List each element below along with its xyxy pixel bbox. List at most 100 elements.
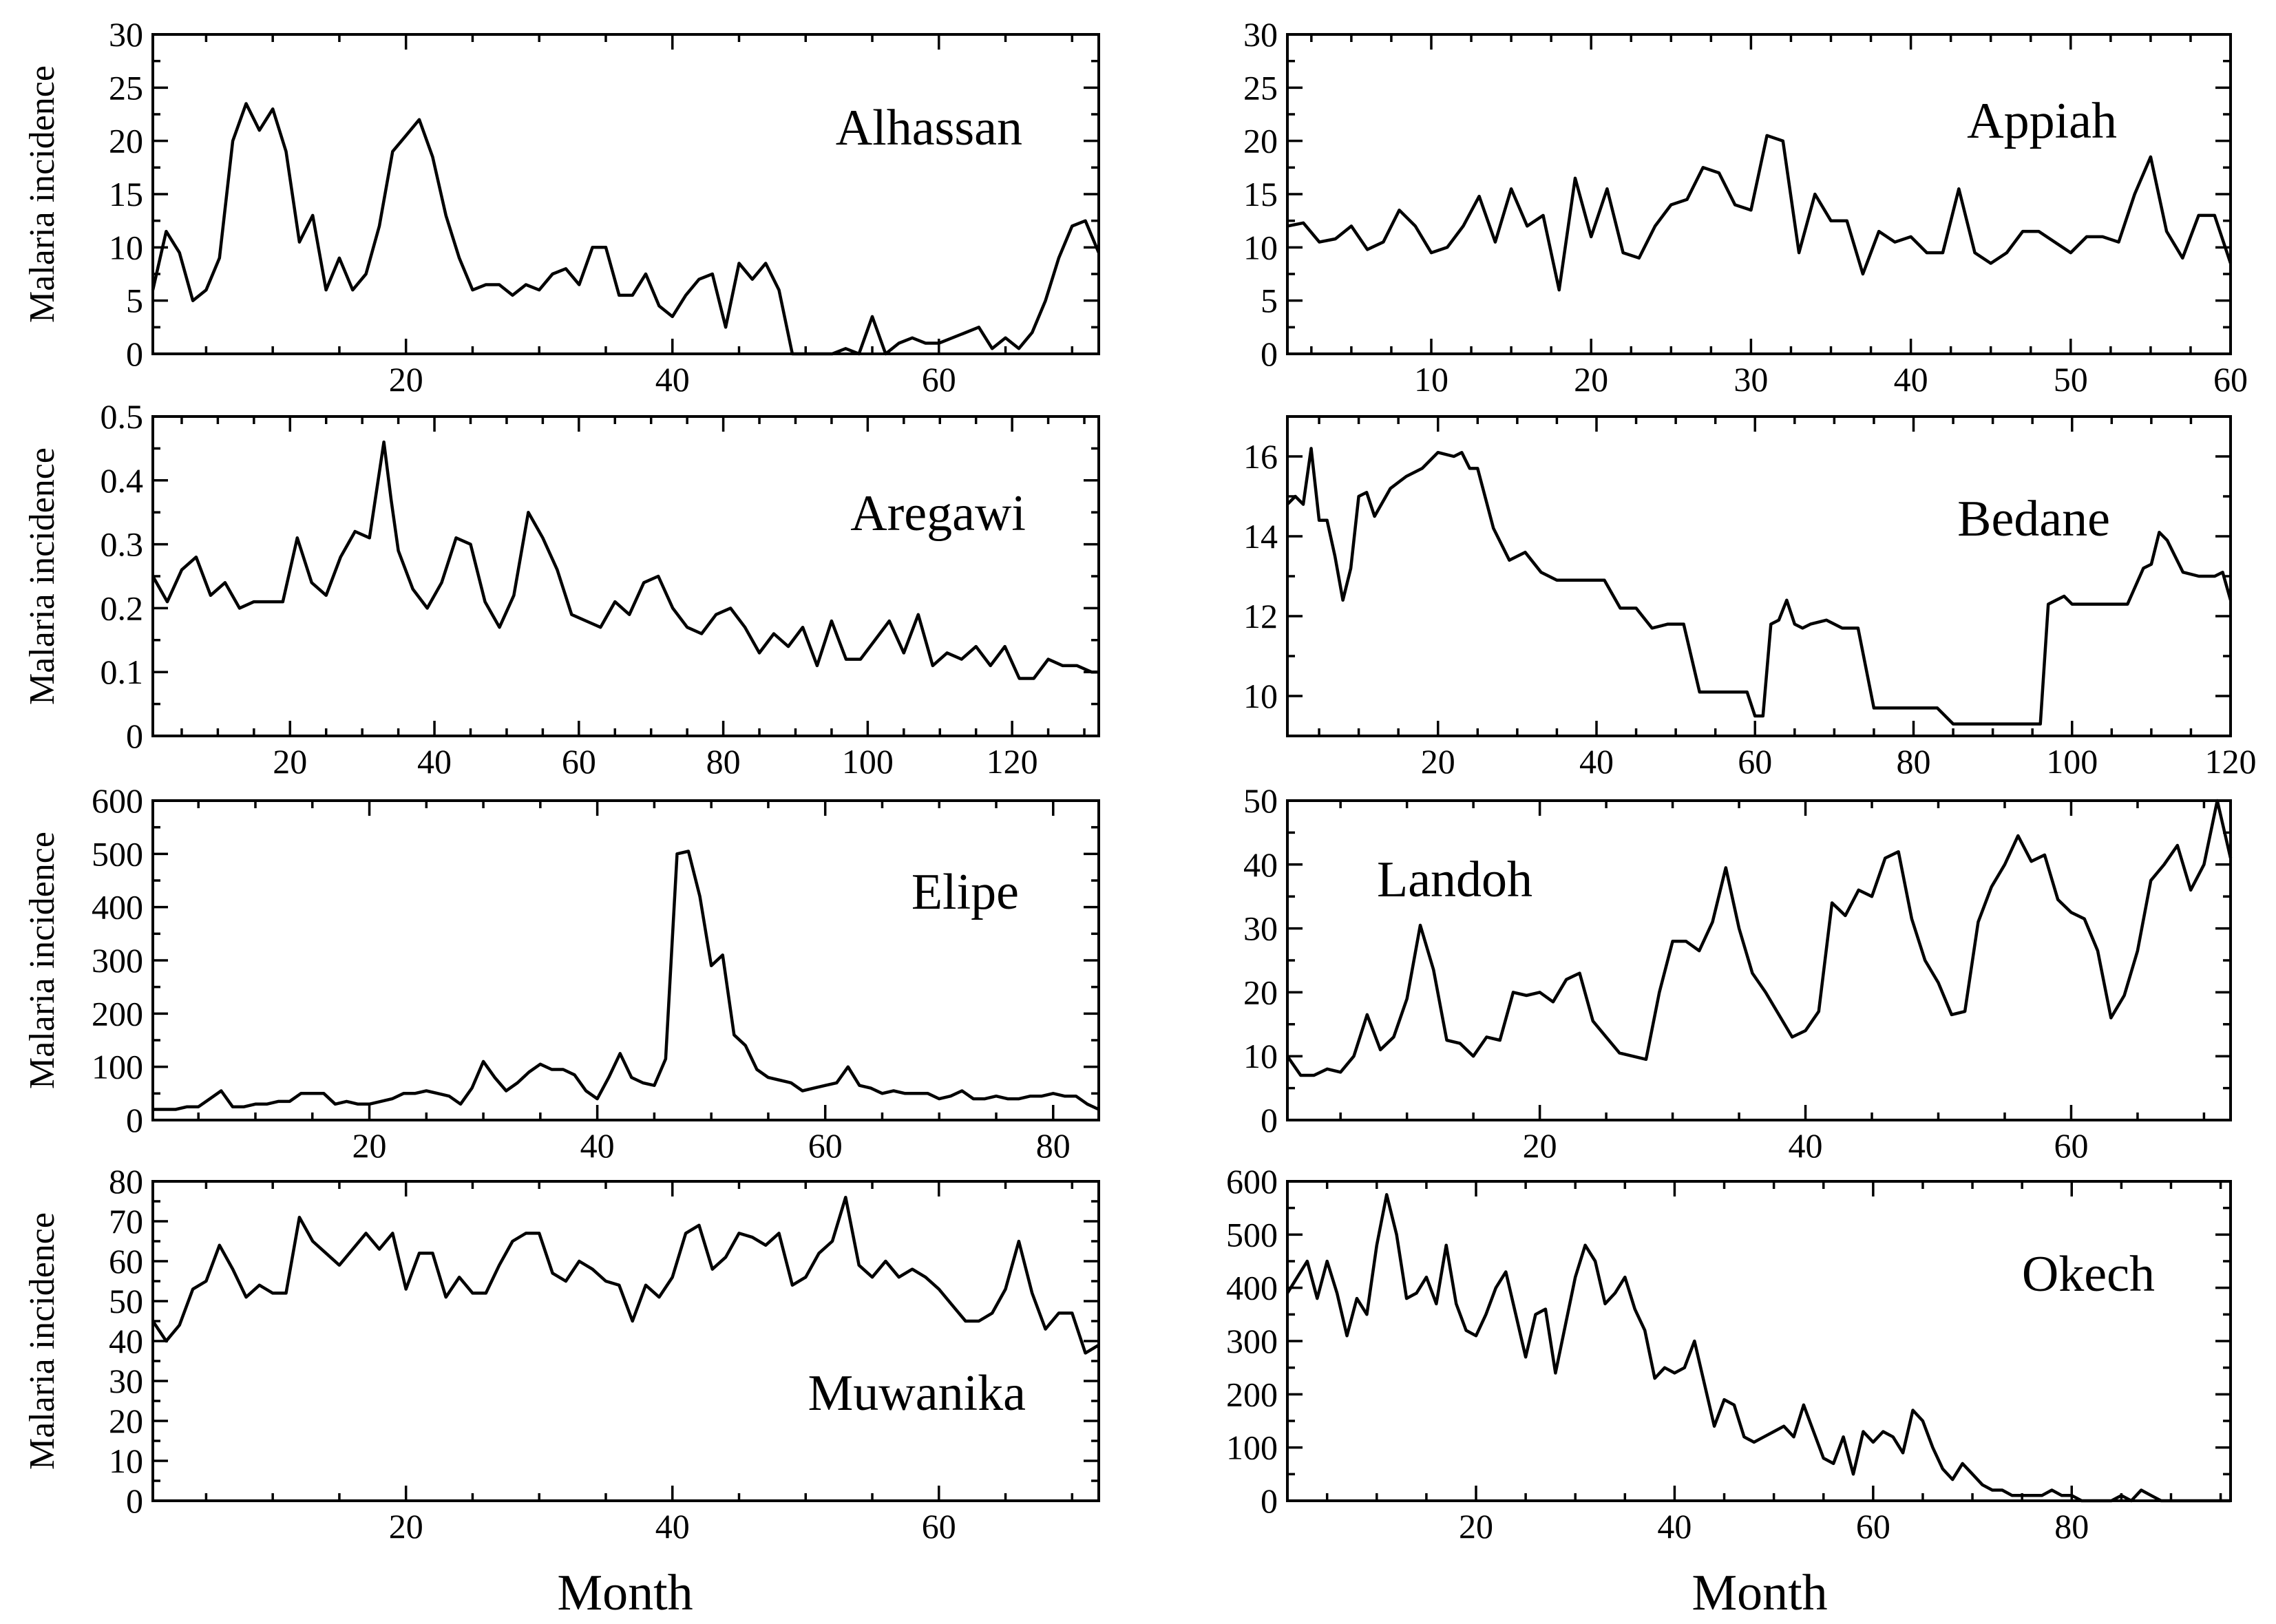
series-line-elipe xyxy=(153,850,1099,1111)
y-tick-label-appiah: 20 xyxy=(1243,122,1278,160)
series-line-okech xyxy=(1286,1193,2231,1503)
y-tick-label-muwanika: 50 xyxy=(109,1282,143,1320)
y-tick-label-alhassan: 25 xyxy=(109,68,143,107)
y-tick-label-alhassan: 30 xyxy=(109,15,143,54)
y-tick-label-muwanika: 20 xyxy=(109,1402,143,1440)
x-tick-label-aregawi: 60 xyxy=(562,742,596,781)
panel-title-landoh: Landoh xyxy=(1377,852,1532,908)
y-tick-label-alhassan: 20 xyxy=(109,122,143,160)
x-tick-label-aregawi: 40 xyxy=(417,742,452,781)
y-tick-label-landoh: 0 xyxy=(1261,1101,1278,1139)
plot-frame-elipe xyxy=(151,799,1100,1121)
x-axis-label-right: Month xyxy=(1692,1565,1827,1621)
x-tick-label-bedane: 60 xyxy=(1738,742,1772,781)
y-tick-label-aregawi: 0.5 xyxy=(101,397,144,436)
panel-title-elipe: Elipe xyxy=(912,864,1019,920)
x-tick-label-landoh: 40 xyxy=(1789,1126,1823,1165)
series-line-bedane xyxy=(1286,447,2233,726)
y-tick-label-okech: 500 xyxy=(1226,1215,1278,1254)
y-tick-label-appiah: 10 xyxy=(1243,228,1278,266)
x-tick-label-landoh: 60 xyxy=(2054,1126,2088,1165)
plot-frame-alhassan xyxy=(151,33,1100,355)
panel-bedane: 10 12 14 16 20 40 60 80 100 120 Bedane xyxy=(1243,415,2257,781)
y-tick-label-okech: 400 xyxy=(1226,1269,1278,1307)
y-tick-label-landoh: 30 xyxy=(1243,909,1278,948)
y-axis-label-alhassan: Malaria incidence xyxy=(23,65,62,323)
plot-frame-appiah xyxy=(1286,33,2232,355)
y-tick-label-landoh: 50 xyxy=(1243,781,1278,820)
x-tick-label-aregawi: 80 xyxy=(706,742,741,781)
panel-title-appiah: Appiah xyxy=(1967,93,2117,149)
plot-frame-landoh xyxy=(1286,799,2232,1121)
y-tick-label-muwanika: 0 xyxy=(126,1481,143,1520)
y-tick-label-landoh: 40 xyxy=(1243,845,1278,884)
panel-appiah: 0 5 10 15 20 25 30 10 20 30 40 50 60 Appiah xyxy=(1243,15,2248,399)
y-axis-label-muwanika: Malaria incidence xyxy=(23,1212,62,1470)
y-tick-label-aregawi: 0.1 xyxy=(101,653,144,691)
y-tick-label-okech: 0 xyxy=(1261,1481,1278,1520)
x-tick-label-bedane: 20 xyxy=(1421,742,1455,781)
y-tick-label-aregawi: 0.4 xyxy=(101,461,144,500)
x-tick-label-alhassan: 20 xyxy=(389,360,423,399)
x-tick-label-bedane: 40 xyxy=(1579,742,1614,781)
y-axis-label-aregawi: Malaria incidence xyxy=(23,447,62,705)
panel-title-okech: Okech xyxy=(2022,1246,2155,1303)
y-tick-label-muwanika: 70 xyxy=(109,1202,143,1241)
x-tick-label-bedane: 80 xyxy=(1896,742,1930,781)
x-tick-label-aregawi: 20 xyxy=(273,742,307,781)
plot-frame-muwanika xyxy=(151,1180,1100,1502)
y-tick-label-alhassan: 5 xyxy=(126,282,143,320)
x-tick-label-appiah: 30 xyxy=(1734,360,1768,399)
x-tick-label-aregawi: 100 xyxy=(842,742,894,781)
y-tick-label-aregawi: 0.2 xyxy=(101,589,144,627)
y-tick-label-appiah: 0 xyxy=(1261,335,1278,373)
y-tick-label-alhassan: 0 xyxy=(126,335,143,373)
x-tick-label-muwanika: 40 xyxy=(655,1507,690,1546)
y-tick-label-appiah: 30 xyxy=(1243,15,1278,54)
series-line-appiah xyxy=(1287,134,2233,292)
y-tick-label-bedane: 10 xyxy=(1243,677,1278,715)
y-tick-label-muwanika: 30 xyxy=(109,1362,143,1400)
y-tick-label-elipe: 600 xyxy=(92,781,143,820)
x-tick-label-okech: 60 xyxy=(1856,1507,1890,1546)
y-tick-label-okech: 200 xyxy=(1226,1375,1278,1413)
series-line-aregawi xyxy=(151,440,1099,680)
y-tick-label-aregawi: 0 xyxy=(126,717,143,755)
y-tick-label-appiah: 15 xyxy=(1243,175,1278,213)
y-tick-label-bedane: 16 xyxy=(1243,437,1278,476)
y-axis-label-elipe: Malaria incidence xyxy=(23,832,62,1089)
x-tick-label-elipe: 20 xyxy=(352,1126,387,1165)
x-tick-label-appiah: 50 xyxy=(2054,360,2088,399)
y-tick-label-elipe: 100 xyxy=(92,1048,143,1086)
x-tick-label-elipe: 60 xyxy=(808,1126,843,1165)
series-line-alhassan xyxy=(151,102,1101,356)
x-tick-label-muwanika: 20 xyxy=(389,1507,423,1546)
x-tick-label-alhassan: 60 xyxy=(922,360,956,399)
series-line-landoh xyxy=(1286,799,2233,1077)
y-tick-label-okech: 600 xyxy=(1226,1162,1278,1201)
y-tick-label-muwanika: 40 xyxy=(109,1322,143,1360)
y-tick-label-muwanika: 80 xyxy=(109,1162,143,1201)
x-tick-label-bedane: 120 xyxy=(2205,742,2257,781)
x-tick-label-appiah: 40 xyxy=(1894,360,1928,399)
x-tick-label-alhassan: 40 xyxy=(655,360,690,399)
y-tick-label-okech: 300 xyxy=(1226,1322,1278,1360)
x-tick-label-appiah: 60 xyxy=(2213,360,2248,399)
x-tick-label-appiah: 10 xyxy=(1414,360,1448,399)
x-tick-label-okech: 40 xyxy=(1657,1507,1692,1546)
y-tick-label-elipe: 0 xyxy=(126,1101,143,1139)
panel-title-aregawi: Aregawi xyxy=(850,485,1026,542)
x-tick-label-okech: 20 xyxy=(1459,1507,1493,1546)
y-tick-label-bedane: 14 xyxy=(1243,517,1278,556)
y-tick-label-muwanika: 60 xyxy=(109,1242,143,1280)
y-tick-label-landoh: 10 xyxy=(1243,1037,1278,1075)
y-tick-label-aregawi: 0.3 xyxy=(101,525,144,564)
x-tick-label-muwanika: 60 xyxy=(922,1507,956,1546)
panel-aregawi: 0 0.1 0.2 0.3 0.4 0.5 20 40 60 80 100 120 Aregawi Mal… xyxy=(23,397,1100,781)
plot-frame-aregawi xyxy=(151,415,1100,737)
x-tick-label-bedane: 100 xyxy=(2046,742,2098,781)
x-tick-label-aregawi: 120 xyxy=(987,742,1038,781)
panel-elipe: 0 100 200 300 400 500 600 20 40 60 80 Elipe Malaria … xyxy=(23,781,1100,1165)
